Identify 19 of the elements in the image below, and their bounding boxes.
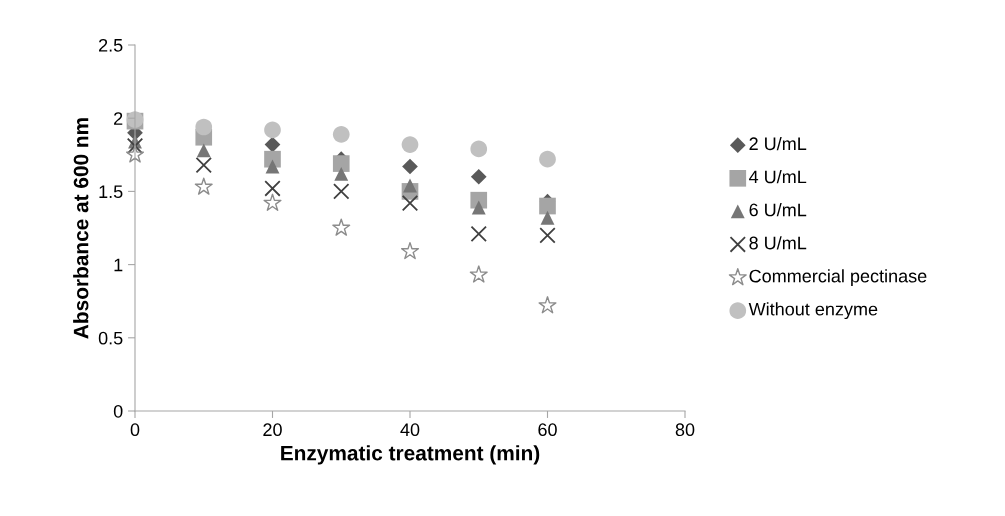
y-tick-label: 0	[113, 404, 123, 418]
x-tick-label: 40	[400, 423, 420, 437]
x-tick-label: 80	[675, 423, 695, 437]
y-tick-label: 0.5	[98, 331, 123, 345]
x-tick-label: 0	[130, 423, 140, 437]
y-tick-label: 2	[114, 112, 123, 125]
legend-label: Commercial pectinase	[749, 269, 927, 287]
y-tick-label: 2.5	[99, 38, 123, 52]
legend-label: 4 U/mL	[749, 169, 807, 184]
y-tick-label: 1	[114, 258, 123, 272]
legend-label: Without enzyme	[748, 302, 878, 320]
x-axis-title: Enzymatic treatment (min)	[281, 445, 540, 465]
x-tick-label: 20	[263, 423, 282, 437]
legend-label: 8 U/mL	[749, 236, 807, 250]
y-axis-title: Absorbance at 600 nm	[73, 118, 89, 339]
x-tick-label: 60	[538, 423, 557, 437]
legend-label: 6 U/mL	[749, 203, 807, 217]
y-tick-label: 1.5	[99, 185, 123, 199]
legend-label: 2 U/mL	[749, 136, 807, 151]
